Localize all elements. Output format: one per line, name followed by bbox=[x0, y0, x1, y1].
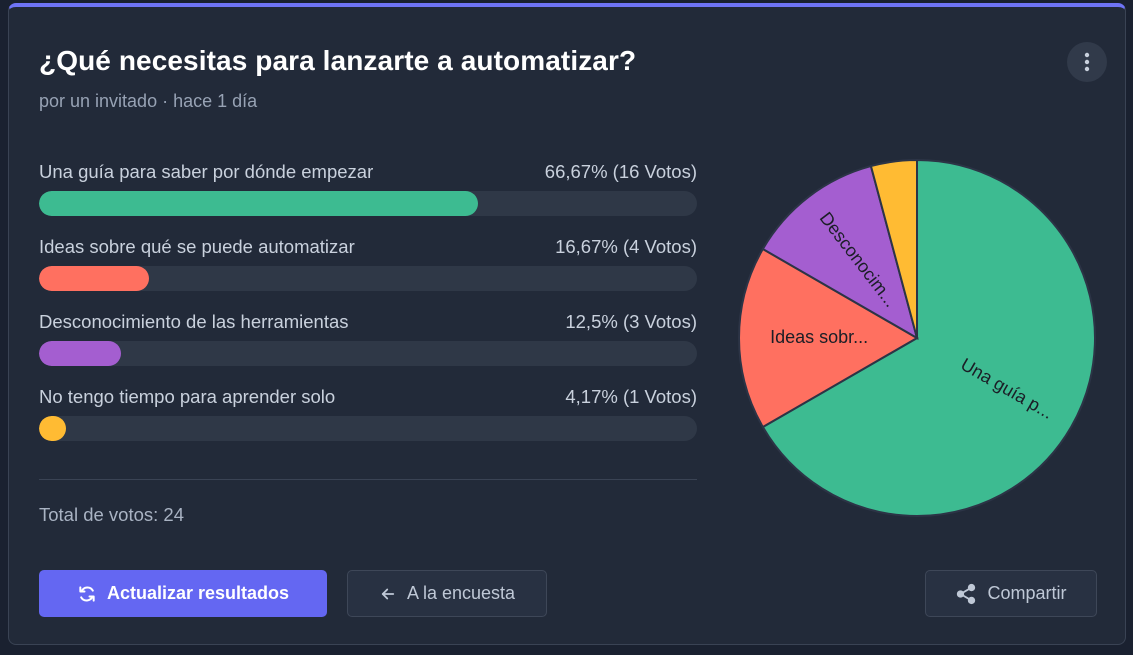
poll-options: Una guía para saber por dónde empezar 66… bbox=[39, 157, 697, 457]
poll-subtitle: por un invitado · hace 1 día bbox=[39, 91, 258, 111]
share-label: Compartir bbox=[987, 583, 1067, 603]
poll-option: Ideas sobre qué se puede automatizar 16,… bbox=[39, 232, 697, 307]
poll-option: Desconocimiento de las herramientas 12,5… bbox=[39, 307, 697, 382]
poll-option: No tengo tiempo para aprender solo 4,17%… bbox=[39, 382, 697, 457]
option-result: 66,67% (16 Votos) bbox=[544, 161, 697, 182]
option-progress-track bbox=[39, 341, 697, 366]
option-result: 12,5% (3 Votos) bbox=[565, 311, 697, 332]
more-options-button[interactable] bbox=[1067, 42, 1107, 82]
pie-slice[interactable] bbox=[761, 158, 1096, 517]
poll-option: Una guía para saber por dónde empezar 66… bbox=[39, 157, 697, 232]
pie-slice[interactable] bbox=[869, 158, 918, 339]
results-pie-chart: Una guía p...Ideas sobr...Desconocim... bbox=[738, 158, 1096, 517]
option-progress-track bbox=[39, 416, 697, 441]
option-progress-fill bbox=[39, 266, 149, 291]
option-label: Ideas sobre qué se puede automatizar bbox=[39, 236, 355, 257]
refresh-icon bbox=[79, 585, 95, 602]
share-icon bbox=[957, 583, 976, 604]
divider bbox=[39, 479, 697, 480]
back-to-poll-label: A la encuesta bbox=[406, 583, 516, 603]
pie-slice[interactable] bbox=[738, 247, 919, 429]
arrow-left-icon bbox=[381, 588, 395, 599]
refresh-results-button[interactable]: Actualizar resultados bbox=[39, 570, 327, 617]
total-votes: Total de votos: 24 bbox=[39, 504, 185, 525]
option-progress-track bbox=[39, 266, 697, 291]
option-label: Una guía para saber por dónde empezar bbox=[39, 161, 374, 182]
option-result: 16,67% (4 Votos) bbox=[555, 236, 697, 257]
more-vertical-icon bbox=[1084, 52, 1090, 72]
refresh-results-label: Actualizar resultados bbox=[106, 583, 290, 603]
option-label: Desconocimiento de las herramientas bbox=[39, 311, 349, 332]
option-result: 4,17% (1 Votos) bbox=[565, 386, 697, 407]
share-button[interactable]: Compartir bbox=[925, 570, 1097, 617]
poll-card: ¿Qué necesitas para lanzarte a automatiz… bbox=[8, 3, 1126, 645]
option-progress-fill bbox=[39, 341, 122, 366]
back-to-poll-button[interactable]: A la encuesta bbox=[347, 570, 547, 617]
option-label: No tengo tiempo para aprender solo bbox=[39, 386, 336, 407]
poll-title: ¿Qué necesitas para lanzarte a automatiz… bbox=[39, 45, 637, 76]
option-progress-fill bbox=[39, 416, 67, 441]
option-progress-track bbox=[39, 191, 697, 216]
option-progress-fill bbox=[39, 191, 478, 216]
pie-slice[interactable] bbox=[761, 164, 919, 341]
pie-slice-label: Ideas sobr... bbox=[770, 327, 868, 347]
